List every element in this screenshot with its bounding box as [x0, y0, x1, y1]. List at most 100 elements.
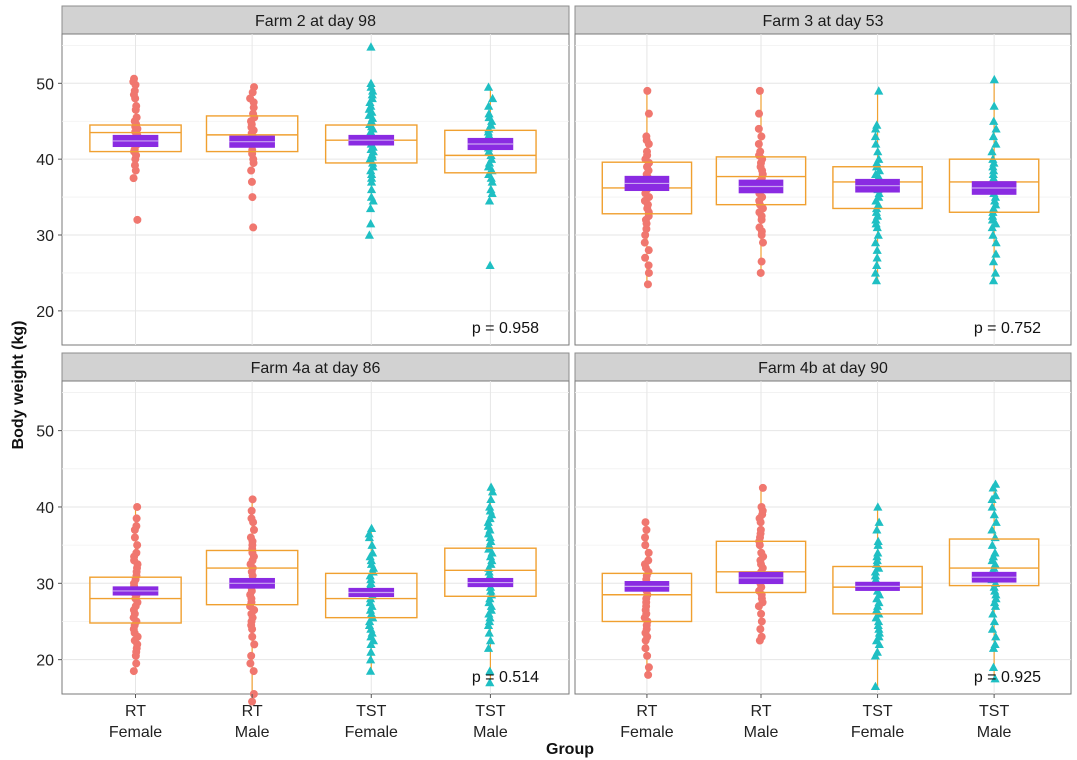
point — [643, 651, 652, 660]
point — [246, 533, 255, 542]
point — [644, 261, 653, 270]
box — [832, 565, 923, 615]
point — [644, 670, 653, 679]
box — [444, 547, 537, 597]
point — [758, 483, 767, 492]
data-points — [640, 86, 654, 289]
group-2 — [324, 42, 418, 239]
point — [755, 223, 764, 232]
group-1 — [205, 83, 299, 232]
point — [873, 230, 883, 239]
point — [989, 509, 999, 519]
x-tick-label-line1: RT — [636, 703, 657, 720]
point — [366, 78, 376, 87]
point — [756, 625, 765, 634]
y-axis-title: Body weight (kg) — [10, 321, 27, 450]
facet-panel: Farm 3 at day 53 p = 0.752 — [574, 5, 1072, 346]
group-2 — [324, 523, 418, 675]
point — [990, 674, 1000, 683]
facet-title: Farm 3 at day 53 — [763, 13, 884, 30]
point — [756, 525, 765, 534]
point — [484, 196, 495, 205]
point — [870, 131, 881, 141]
panel-background — [574, 380, 1072, 695]
box — [324, 124, 418, 164]
x-tick-label-line2: Male — [977, 724, 1012, 741]
point — [870, 681, 881, 691]
facet-panel: Farm 2 at day 98 20 30 40 50 p = 0.958 — [36, 5, 570, 346]
point — [364, 529, 374, 538]
point — [641, 231, 650, 240]
point — [989, 116, 999, 125]
point — [641, 644, 650, 653]
point — [132, 522, 141, 531]
point — [757, 502, 766, 511]
x-tick-label-line2: Female — [851, 724, 904, 741]
point — [872, 525, 882, 534]
point — [644, 268, 653, 277]
point — [487, 93, 498, 103]
point — [989, 101, 999, 110]
point — [133, 502, 142, 511]
point — [641, 518, 650, 527]
point — [991, 237, 1001, 247]
point — [756, 268, 765, 277]
point — [486, 494, 496, 504]
point — [246, 94, 255, 103]
facet-title: Farm 4b at day 90 — [758, 360, 888, 377]
point — [642, 132, 651, 141]
group-0 — [601, 86, 693, 289]
point — [641, 533, 650, 542]
point — [483, 82, 494, 91]
point — [987, 540, 997, 549]
group-0 — [89, 502, 182, 676]
point — [132, 659, 141, 668]
point — [132, 514, 141, 523]
point — [250, 640, 259, 649]
point — [873, 146, 883, 156]
point — [755, 86, 764, 95]
group-0 — [89, 74, 182, 224]
point — [873, 502, 883, 511]
point — [873, 536, 883, 545]
x-tick-label-line1: RT — [125, 703, 146, 720]
point — [486, 482, 496, 491]
point — [988, 275, 999, 285]
x-tick-label-line2: Female — [109, 724, 162, 741]
p-value-label: p = 0.514 — [472, 669, 539, 686]
x-tick-label-line2: Male — [473, 724, 508, 741]
point — [248, 632, 257, 641]
x-tick-label-line1: RT — [750, 703, 771, 720]
point — [247, 166, 256, 175]
data-points — [640, 518, 653, 679]
group-3 — [444, 482, 537, 687]
group-3 — [948, 74, 1040, 285]
point — [990, 479, 1001, 488]
group-0 — [601, 518, 693, 679]
facet-strip — [61, 352, 570, 382]
point — [132, 548, 141, 557]
y-tick-label: 20 — [36, 653, 54, 670]
facet-panel: Farm 4b at day 90 p = 0.925 RT Female RT Male… — [574, 352, 1072, 741]
point — [132, 102, 141, 111]
y-tick-label: 50 — [36, 424, 54, 441]
group-1 — [205, 495, 299, 706]
point — [640, 238, 649, 247]
p-value-label: p = 0.752 — [974, 320, 1041, 337]
point — [987, 146, 997, 156]
point — [642, 147, 651, 156]
y-tick-label: 20 — [36, 304, 54, 321]
point — [485, 260, 495, 270]
point — [366, 192, 377, 201]
point — [987, 502, 997, 511]
point — [129, 174, 138, 183]
box — [715, 540, 807, 594]
point — [644, 548, 653, 557]
x-axis-title: Group — [546, 741, 594, 758]
point — [644, 109, 653, 118]
point — [364, 230, 374, 239]
point — [483, 643, 494, 652]
point — [366, 647, 376, 656]
point — [988, 609, 998, 618]
point — [757, 609, 766, 618]
